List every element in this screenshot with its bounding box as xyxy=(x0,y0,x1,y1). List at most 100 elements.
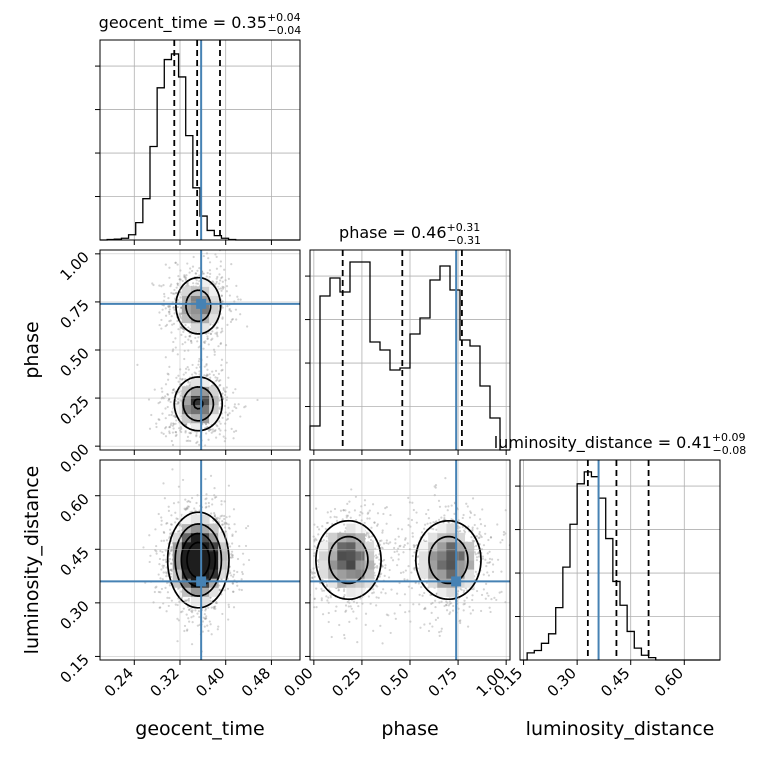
density-cell xyxy=(181,541,192,552)
scatter-point xyxy=(164,395,167,398)
scatter-point xyxy=(184,508,187,511)
scatter-point xyxy=(221,612,224,616)
scatter-point xyxy=(348,511,351,514)
scatter-point xyxy=(159,591,162,594)
scatter-point xyxy=(169,319,172,322)
scatter-point xyxy=(184,276,188,279)
scatter-point xyxy=(437,518,441,521)
scatter-point xyxy=(169,528,172,531)
scatter-point xyxy=(160,285,163,288)
scatter-point xyxy=(184,423,188,426)
panel-2d-inner-luminosity_distance_vs_geocent_time xyxy=(100,460,300,660)
scatter-point xyxy=(191,363,194,367)
scatter-point xyxy=(413,544,416,547)
scatter-point xyxy=(188,335,191,338)
panel-2d-inner-phase_vs_geocent_time xyxy=(100,250,300,458)
scatter-point xyxy=(217,625,220,628)
scatter-point xyxy=(383,558,386,562)
scatter-point xyxy=(502,533,505,536)
scatter-point xyxy=(246,524,250,528)
scatter-point xyxy=(182,330,185,334)
scatter-point xyxy=(412,567,415,570)
scatter-point xyxy=(220,276,223,280)
scatter-point xyxy=(409,525,412,528)
scatter-point xyxy=(164,435,168,438)
scatter-point xyxy=(341,518,344,521)
scatter-point xyxy=(174,511,177,514)
histogram-geocent_time xyxy=(100,53,300,241)
density-cell xyxy=(190,532,201,543)
scatter-point xyxy=(187,608,191,612)
scatter-point xyxy=(219,456,221,458)
scatter-point xyxy=(223,268,226,271)
scatter-point xyxy=(369,538,373,542)
scatter-point xyxy=(161,412,164,415)
scatter-point xyxy=(168,557,172,561)
scatter-point xyxy=(300,540,302,542)
scatter-point xyxy=(177,400,180,403)
scatter-point xyxy=(412,508,415,512)
scatter-point xyxy=(172,306,175,309)
scatter-point xyxy=(174,431,178,434)
x-tick-label-geocent_time-1: 0.32 xyxy=(146,664,182,700)
scatter-point xyxy=(161,308,164,311)
scatter-point xyxy=(177,380,180,383)
scatter-point xyxy=(421,594,424,597)
density-cell xyxy=(190,587,201,597)
scatter-point xyxy=(184,378,187,381)
density-cell xyxy=(209,578,219,588)
scatter-point xyxy=(227,484,230,487)
scatter-point xyxy=(462,529,466,532)
density-cell xyxy=(364,560,375,570)
scatter-point xyxy=(180,430,183,434)
scatter-point xyxy=(359,597,362,600)
scatter-point xyxy=(189,381,192,384)
scatter-point xyxy=(305,585,307,587)
scatter-point xyxy=(245,527,248,530)
density-cell xyxy=(355,541,366,552)
scatter-point xyxy=(350,488,353,491)
scatter-point xyxy=(205,505,208,509)
scatter-point xyxy=(373,566,377,569)
scatter-point xyxy=(223,440,226,443)
scatter-point xyxy=(183,624,187,628)
scatter-point xyxy=(152,283,155,287)
density-cell xyxy=(181,514,192,525)
scatter-point xyxy=(231,556,234,559)
scatter-point xyxy=(348,500,351,503)
scatter-point xyxy=(342,595,345,599)
density-cell xyxy=(209,532,219,543)
scatter-point xyxy=(180,316,183,319)
scatter-point xyxy=(219,287,222,290)
density-cell xyxy=(172,560,183,570)
scatter-point xyxy=(155,550,158,553)
scatter-point xyxy=(326,511,329,514)
scatter-point xyxy=(189,431,192,435)
density-cell xyxy=(446,523,456,534)
scatter-point xyxy=(177,401,180,404)
scatter-point xyxy=(481,508,484,511)
scatter-point xyxy=(381,642,384,645)
scatter-point xyxy=(470,536,473,539)
scatter-point xyxy=(158,606,161,609)
scatter-point xyxy=(185,274,188,277)
scatter-point xyxy=(154,586,157,589)
scatter-point xyxy=(364,612,368,615)
scatter-point xyxy=(187,381,190,384)
scatter-point xyxy=(243,406,246,409)
scatter-point xyxy=(227,523,230,526)
scatter-point xyxy=(171,350,174,353)
scatter-point xyxy=(176,319,179,323)
scatter-point xyxy=(172,340,175,344)
scatter-point xyxy=(181,343,184,346)
density-cell xyxy=(181,395,192,406)
density-cell xyxy=(428,578,438,588)
scatter-point xyxy=(361,512,364,515)
density-cell xyxy=(428,560,438,570)
scatter-point xyxy=(174,337,177,340)
scatter-point xyxy=(169,550,172,553)
density-cell xyxy=(200,532,210,543)
scatter-point xyxy=(204,340,207,343)
